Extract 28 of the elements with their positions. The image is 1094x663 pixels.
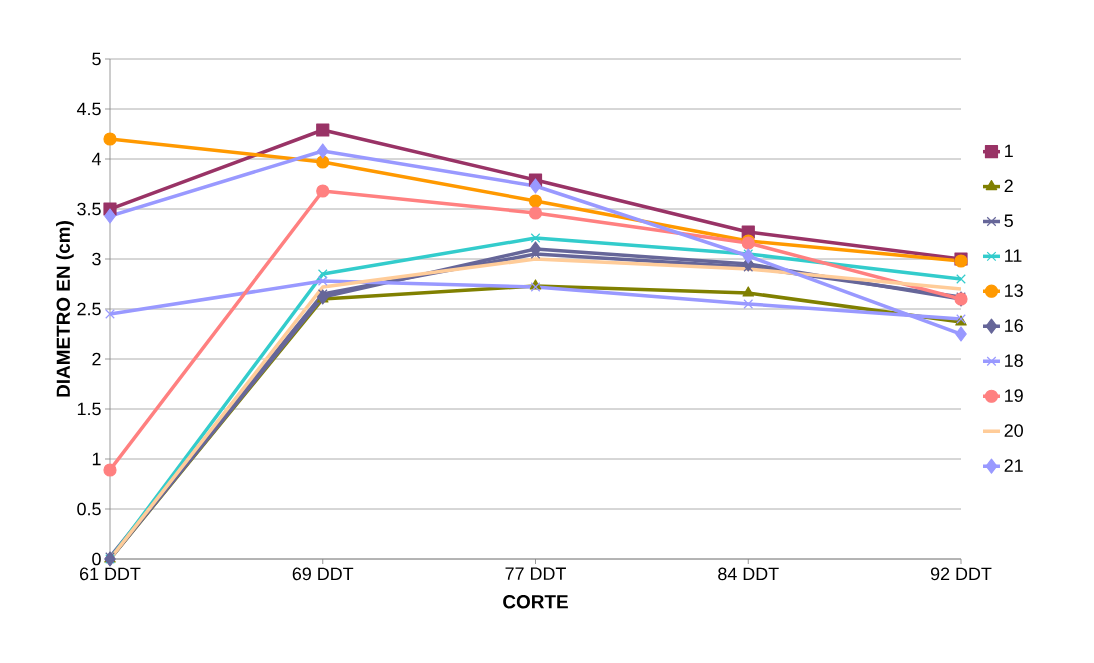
y-tick-label: 1 — [92, 452, 101, 466]
y-tick-label: 1.5 — [77, 402, 101, 416]
y-tick-label: 5 — [92, 52, 101, 66]
legend-label: 11 — [1005, 249, 1022, 262]
x-tick-label: 92 DDT — [930, 567, 992, 581]
legend-label: 1 — [1005, 144, 1013, 158]
y-tick-label: 4 — [91, 152, 101, 166]
legend-label: 13 — [1005, 284, 1023, 297]
y-tick-label: 0.5 — [77, 502, 101, 516]
y-tick-label: 4.5 — [76, 102, 101, 116]
x-tick-label: 61 DDT — [80, 567, 141, 581]
x-tick-label: 77 DDT — [505, 567, 566, 580]
legend-label: 5 — [1004, 214, 1013, 228]
legend-label: 2 — [1004, 179, 1013, 193]
legend-label: 21 — [1004, 459, 1023, 472]
legend-label: 18 — [1005, 354, 1023, 367]
y-tick-label: 0 — [92, 552, 101, 566]
x-tick-label: 84 DDT — [718, 567, 779, 581]
y-tick-label: 3 — [92, 252, 101, 266]
x-tick-label: 69 DDT — [292, 567, 354, 581]
legend-label: 19 — [1005, 389, 1023, 402]
y-tick-label: 2.5 — [77, 302, 101, 316]
legend-label: 16 — [1005, 319, 1023, 332]
x-axis-title: CORTE — [503, 595, 568, 609]
y-tick-label: 2 — [92, 352, 101, 366]
y-axis-title: DIAMETRO EN (cm) — [56, 221, 74, 397]
y-tick-label: 3.5 — [77, 202, 101, 216]
legend-label: 20 — [1004, 424, 1023, 437]
